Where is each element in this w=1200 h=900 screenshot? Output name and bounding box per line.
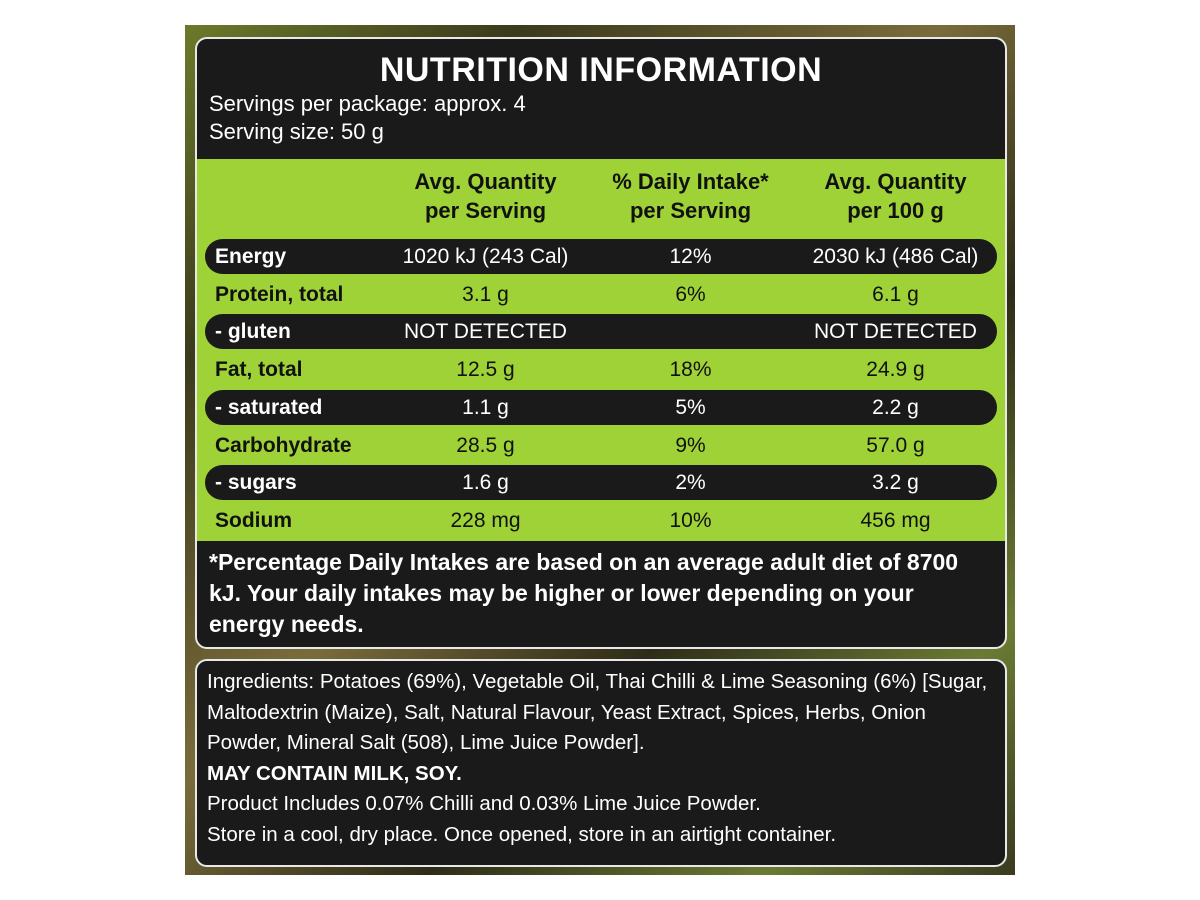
table-row: - saturated 1.1 g 5% 2.2 g	[205, 389, 997, 425]
table-row: - sugars 1.6 g 2% 3.2 g	[205, 465, 997, 501]
row-label: - gluten	[215, 320, 291, 344]
header-line: Avg. Quantity	[414, 169, 557, 194]
table-row: - gluten NOT DETECTED NOT DETECTED	[205, 314, 997, 350]
cell: 1.1 g	[462, 395, 509, 419]
cell: 10%	[669, 508, 712, 532]
title: NUTRITION INFORMATION	[379, 51, 823, 89]
table-row: Energy 1020 kJ (243 Cal) 12% 2030 kJ (486 C…	[205, 239, 997, 274]
cell: 228 mg	[450, 508, 521, 532]
cell: 2030 kJ (486 Cal)	[812, 245, 979, 268]
cell: 12.5 g	[456, 358, 515, 382]
ingredients: Ingredients: Potatoes (69%), Vegetable O…	[207, 670, 988, 754]
row-label: Energy	[215, 245, 287, 268]
header-line: per Serving	[629, 198, 752, 223]
serving-size: Serving size: 50 g	[209, 119, 384, 144]
cell: 5%	[675, 395, 706, 419]
cell: 456 mg	[860, 508, 931, 532]
row-label: Protein, total	[215, 282, 344, 306]
column-header: % Daily Intake* per Serving	[588, 167, 793, 225]
row-label: - sugars	[215, 471, 297, 495]
cell: 6.1 g	[872, 282, 919, 306]
cell: NOT DETECTED	[814, 320, 977, 344]
cell: 18%	[669, 358, 712, 382]
nutrition-panel: NUTRITION INFORMATION Servings per packa…	[195, 37, 1007, 649]
cell: 2%	[675, 471, 706, 495]
allergens: MAY CONTAIN MILK, SOY.	[207, 761, 462, 785]
cell: 6%	[675, 282, 706, 306]
footnote: *Percentage Daily Intakes are based on a…	[209, 549, 959, 637]
cell: 12%	[669, 245, 712, 268]
servings: Servings per package: approx. 4	[209, 91, 526, 116]
cell: 1.6 g	[462, 471, 509, 495]
cell: 28.5 g	[456, 433, 515, 457]
table-row: Sodium 228 mg 10% 456 mg	[205, 503, 997, 538]
cell: 3.2 g	[872, 471, 919, 495]
cell: 1020 kJ (243 Cal)	[402, 245, 569, 268]
cell: 2.2 g	[872, 395, 919, 419]
ingredients-panel: Ingredients: Potatoes (69%), Vegetable O…	[195, 659, 1007, 867]
storage: Store in a cool, dry place. Once opened,…	[207, 822, 837, 846]
cell: 9%	[675, 433, 706, 457]
row-label: - saturated	[215, 395, 323, 419]
column-header: Avg. Quantity per 100 g	[793, 167, 998, 225]
nutrition-table: Avg. Quantity per Serving % Daily Intake* p…	[197, 159, 1005, 541]
row-label: Fat, total	[215, 358, 303, 382]
table-row: Fat, total 12.5 g 18% 24.9 g	[205, 352, 997, 387]
row-label: Carbohydrate	[215, 433, 352, 457]
cell: 57.0 g	[866, 433, 925, 457]
header-line: Avg. Quantity	[824, 169, 967, 194]
column-header: Avg. Quantity per Serving	[383, 167, 588, 225]
row-label: Sodium	[215, 508, 292, 532]
header-line: per 100 g	[847, 198, 944, 223]
table-row: Carbohydrate 28.5 g 9% 57.0 g	[205, 428, 997, 463]
cell: 3.1 g	[462, 282, 509, 306]
includes: Product Includes 0.07% Chilli and 0.03% …	[207, 792, 761, 815]
label-frame: NUTRITION INFORMATION Servings per packa…	[185, 25, 1015, 875]
table-row: Protein, total 3.1 g 6% 6.1 g	[205, 277, 997, 312]
header-line: per Serving	[424, 198, 547, 223]
header-line: % Daily Intake*	[612, 169, 769, 194]
cell: 24.9 g	[866, 358, 925, 382]
cell: NOT DETECTED	[404, 320, 567, 344]
